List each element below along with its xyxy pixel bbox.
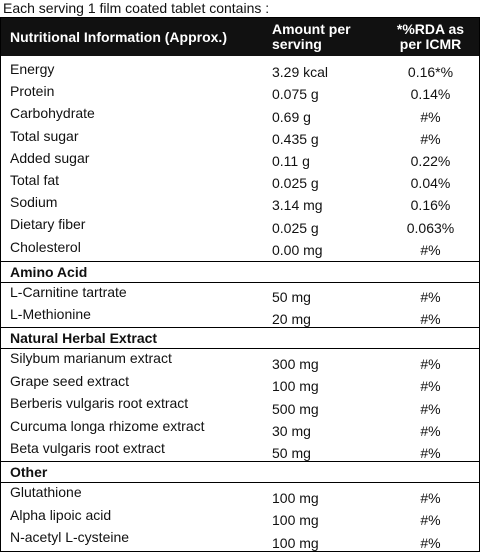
table-row: Beta vulgaris root extract 50 mg #%: [1, 439, 479, 461]
row-amount: 0.025 g: [272, 219, 319, 236]
row-name: Berberis vulgaris root extract: [10, 395, 189, 412]
row-amount: 500 mg: [272, 400, 319, 417]
row-amount: 20 mg: [272, 311, 311, 328]
row-rda: #%: [420, 289, 441, 306]
row-amount: 0.11 g: [272, 152, 310, 169]
row-name: Added sugar: [10, 149, 90, 166]
section-title: Other: [1, 461, 479, 484]
table-row: Protein 0.075 g 0.14%: [1, 81, 479, 103]
row-amount: 0.435 g: [272, 130, 319, 147]
row-rda: #%: [420, 423, 441, 440]
row-name: Protein: [10, 83, 55, 100]
header-amount-line2: serving: [272, 36, 322, 52]
row-amount: 0.025 g: [272, 175, 319, 192]
row-name: N-acetyl L-cysteine: [10, 529, 130, 546]
row-rda: #%: [420, 355, 441, 372]
row-rda: 0.22%: [410, 152, 451, 169]
table-row: Cholesterol 0.00 mg #%: [1, 237, 479, 259]
row-name: Silybum marianum extract: [10, 350, 172, 367]
row-amount: 3.29 kcal: [272, 64, 329, 81]
table-header: Nutritional Information (Approx.) Amount…: [1, 18, 479, 56]
intro-text: Each serving 1 film coated tablet contai…: [3, 0, 270, 16]
row-rda: 0.04%: [410, 175, 451, 192]
row-amount: 100 mg: [272, 489, 319, 506]
row-amount: 3.14 mg: [272, 197, 323, 214]
row-name: Dietary fiber: [10, 216, 86, 233]
header-amount-line1: Amount per: [272, 21, 351, 37]
row-name: Curcuma longa rhizome extract: [10, 417, 205, 434]
table-row: Alpha lipoic acid 100 mg #%: [1, 506, 479, 528]
row-name: Cholesterol: [10, 238, 81, 255]
table-row: Total sugar 0.435 g #%: [1, 126, 479, 148]
row-name: Glutathione: [10, 484, 82, 501]
section-rows: Glutathione 100 mg #% Alpha lipoic acid 100 …: [1, 483, 479, 550]
row-rda: 0.16*%: [407, 64, 454, 81]
row-name: Beta vulgaris root extract: [10, 440, 165, 457]
row-name: Grape seed extract: [10, 372, 130, 389]
nutrient-rows: Energy 3.29 kcal 0.16*% Protein 0.075 g 0.14%…: [1, 56, 479, 261]
row-amount: 50 mg: [272, 445, 311, 462]
nutrition-table: Nutritional Information (Approx.) Amount…: [0, 17, 480, 552]
table-row: Energy 3.29 kcal 0.16*%: [1, 59, 479, 81]
row-name: L-Carnitine tartrate: [10, 283, 127, 300]
row-rda: #%: [420, 241, 441, 258]
table-row: Curcuma longa rhizome extract 30 mg #%: [1, 417, 479, 439]
row-name: Total fat: [10, 171, 60, 188]
row-amount: 0.00 mg: [272, 241, 323, 258]
row-rda: #%: [420, 400, 441, 417]
row-rda: 0.16%: [410, 197, 451, 214]
ingredient-sections: Amino Acid L-Carnitine tartrate 50 mg #% L-M…: [1, 260, 479, 551]
row-rda: #%: [420, 378, 441, 395]
row-amount: 0.075 g: [272, 86, 319, 103]
row-rda: #%: [420, 311, 441, 328]
row-amount: 100 mg: [272, 534, 319, 551]
row-amount: 0.69 g: [272, 108, 311, 125]
table-row: Sodium 3.14 mg 0.16%: [1, 192, 479, 214]
row-name: Total sugar: [10, 127, 79, 144]
header-rda: *%RDA as per ICMR: [382, 22, 479, 52]
row-name: Alpha lipoic acid: [10, 506, 112, 523]
row-name: Sodium: [10, 194, 58, 211]
row-rda: 0.14%: [410, 86, 451, 103]
table-row: Grape seed extract 100 mg #%: [1, 372, 479, 394]
table-row: Total fat 0.025 g 0.04%: [1, 170, 479, 192]
header-amount-per-serving: Amount per serving: [272, 22, 382, 52]
row-rda: #%: [420, 130, 441, 147]
row-amount: 30 mg: [272, 423, 311, 440]
row-name: Carbohydrate: [10, 105, 95, 122]
table-row: Added sugar 0.11 g 0.22%: [1, 148, 479, 170]
header-rda-line2: per ICMR: [399, 36, 462, 52]
section-title: Natural Herbal Extract: [1, 327, 479, 350]
table-row: Glutathione 100 mg #%: [1, 483, 479, 505]
row-amount: 100 mg: [272, 512, 319, 529]
table-row: Silybum marianum extract 300 mg #%: [1, 349, 479, 371]
table-row: Dietary fiber 0.025 g 0.063%: [1, 214, 479, 236]
row-rda: #%: [420, 489, 441, 506]
table-row: N-acetyl L-cysteine 100 mg #%: [1, 528, 479, 550]
header-nutritional-information: Nutritional Information (Approx.): [10, 29, 227, 45]
row-amount: 50 mg: [272, 289, 311, 306]
header-rda-line1: *%RDA as: [396, 21, 465, 37]
row-name: L-Methionine: [10, 306, 91, 323]
table-row: L-Carnitine tartrate 50 mg #%: [1, 283, 479, 305]
table-row: L-Methionine 20 mg #%: [1, 305, 479, 327]
row-rda: 0.063%: [406, 219, 455, 236]
row-rda: #%: [420, 445, 441, 462]
row-rda: #%: [420, 108, 441, 125]
row-name: Energy: [10, 61, 55, 77]
section-title: Amino Acid: [1, 260, 479, 283]
row-amount: 300 mg: [272, 355, 319, 372]
row-rda: #%: [420, 534, 441, 551]
section-rows: L-Carnitine tartrate 50 mg #% L-Methionine 2…: [1, 283, 479, 328]
section-rows: Silybum marianum extract 300 mg #% Grape se…: [1, 349, 479, 461]
table-row: Carbohydrate 0.69 g #%: [1, 103, 479, 125]
table-row: Berberis vulgaris root extract 500 mg #%: [1, 394, 479, 416]
row-rda: #%: [420, 512, 441, 529]
row-amount: 100 mg: [272, 378, 319, 395]
